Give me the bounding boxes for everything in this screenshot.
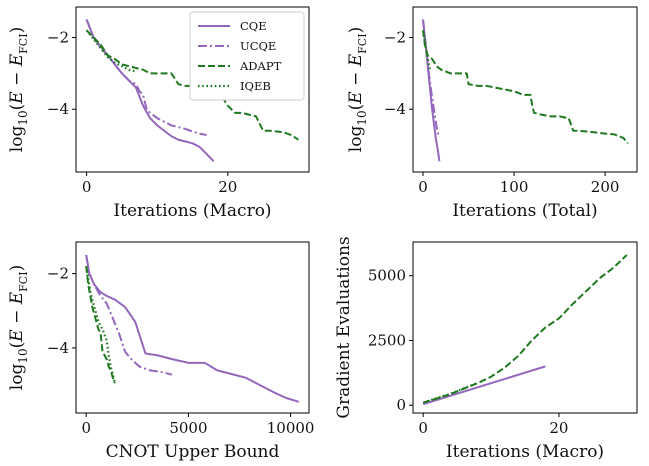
axes-frame bbox=[412, 6, 638, 173]
series-group bbox=[85, 254, 300, 403]
axes-frame bbox=[75, 241, 310, 414]
panel-2: 0 100 200 −2 −4 Iterations (Total) log10(E − E… bbox=[346, 6, 638, 221]
legend: CQE UCQE ADAPT IQEB bbox=[189, 11, 305, 101]
legend-label-adapt: ADAPT bbox=[239, 59, 282, 73]
x-axis-label: CNOT Upper Bound bbox=[106, 442, 280, 462]
series-line-cqe bbox=[422, 365, 546, 406]
x-tick-label: 5000 bbox=[169, 419, 207, 437]
y-tick-label: −4 bbox=[47, 339, 69, 357]
series-line-adapt bbox=[422, 254, 628, 404]
series-line-iqeb bbox=[421, 30, 432, 72]
legend-box bbox=[189, 11, 305, 101]
x-axis-label: Iterations (Macro) bbox=[446, 442, 604, 462]
x-tick-label: 0 bbox=[81, 419, 91, 437]
series-line-adapt bbox=[85, 266, 116, 384]
series-group bbox=[421, 19, 629, 162]
series-line-ucqe bbox=[85, 254, 173, 376]
series-group bbox=[85, 19, 299, 162]
series-line-adapt bbox=[422, 30, 629, 144]
legend-label-iqeb: IQEB bbox=[240, 79, 271, 93]
x-tick-label: 20 bbox=[218, 178, 237, 196]
x-tick-label: 20 bbox=[549, 419, 568, 437]
x-axis-label: Iterations (Macro) bbox=[113, 201, 271, 221]
y-axis-label: log10(E − EFCI) bbox=[7, 265, 30, 390]
x-tick-label: 100 bbox=[500, 178, 529, 196]
panel-1: 0 20 −2 −4 Iterations (Macro) log10(E − EFCI) bbox=[7, 6, 310, 221]
series-line-ucqe bbox=[85, 19, 207, 137]
axes-frame bbox=[75, 6, 310, 173]
series-line-ucqe bbox=[422, 19, 440, 136]
x-tick-label: 0 bbox=[82, 178, 92, 196]
panel-4: 0 20 0 2500 5000 Iterations (Macro) Gradient E… bbox=[334, 236, 638, 462]
y-axis-label: log10(E − EFCI) bbox=[7, 27, 30, 152]
series-line-iqeb bbox=[422, 381, 478, 404]
legend-label-ucqe: UCQE bbox=[240, 39, 276, 53]
x-axis-label: Iterations (Total) bbox=[452, 201, 597, 221]
y-axis-label: log10(E − EFCI) bbox=[346, 27, 369, 152]
panel-3: 0 5000 10000 −2 −4 CNOT Upper Bound log10(E − … bbox=[7, 241, 315, 462]
series-group bbox=[422, 254, 628, 406]
series-line-iqeb bbox=[85, 29, 137, 73]
x-tick-label: 10000 bbox=[267, 419, 315, 437]
y-axis-label: Gradient Evaluations bbox=[334, 236, 354, 418]
x-tick-label: 0 bbox=[418, 419, 428, 437]
y-tick-label: 5000 bbox=[368, 267, 406, 285]
y-tick-label: 2500 bbox=[368, 331, 406, 349]
y-tick-label: −2 bbox=[47, 28, 69, 46]
series-line-cqe bbox=[85, 254, 300, 403]
y-tick-label: −4 bbox=[47, 100, 69, 118]
axes-frame bbox=[412, 241, 638, 414]
y-tick-label: −2 bbox=[384, 28, 406, 46]
y-tick-label: −4 bbox=[384, 100, 406, 118]
x-tick-label: 200 bbox=[591, 178, 620, 196]
x-tick-label: 0 bbox=[418, 178, 428, 196]
y-tick-label: 0 bbox=[396, 396, 406, 414]
series-line-iqeb bbox=[85, 265, 116, 384]
legend-label-cqe: CQE bbox=[240, 19, 267, 33]
y-tick-label: −2 bbox=[47, 265, 69, 283]
